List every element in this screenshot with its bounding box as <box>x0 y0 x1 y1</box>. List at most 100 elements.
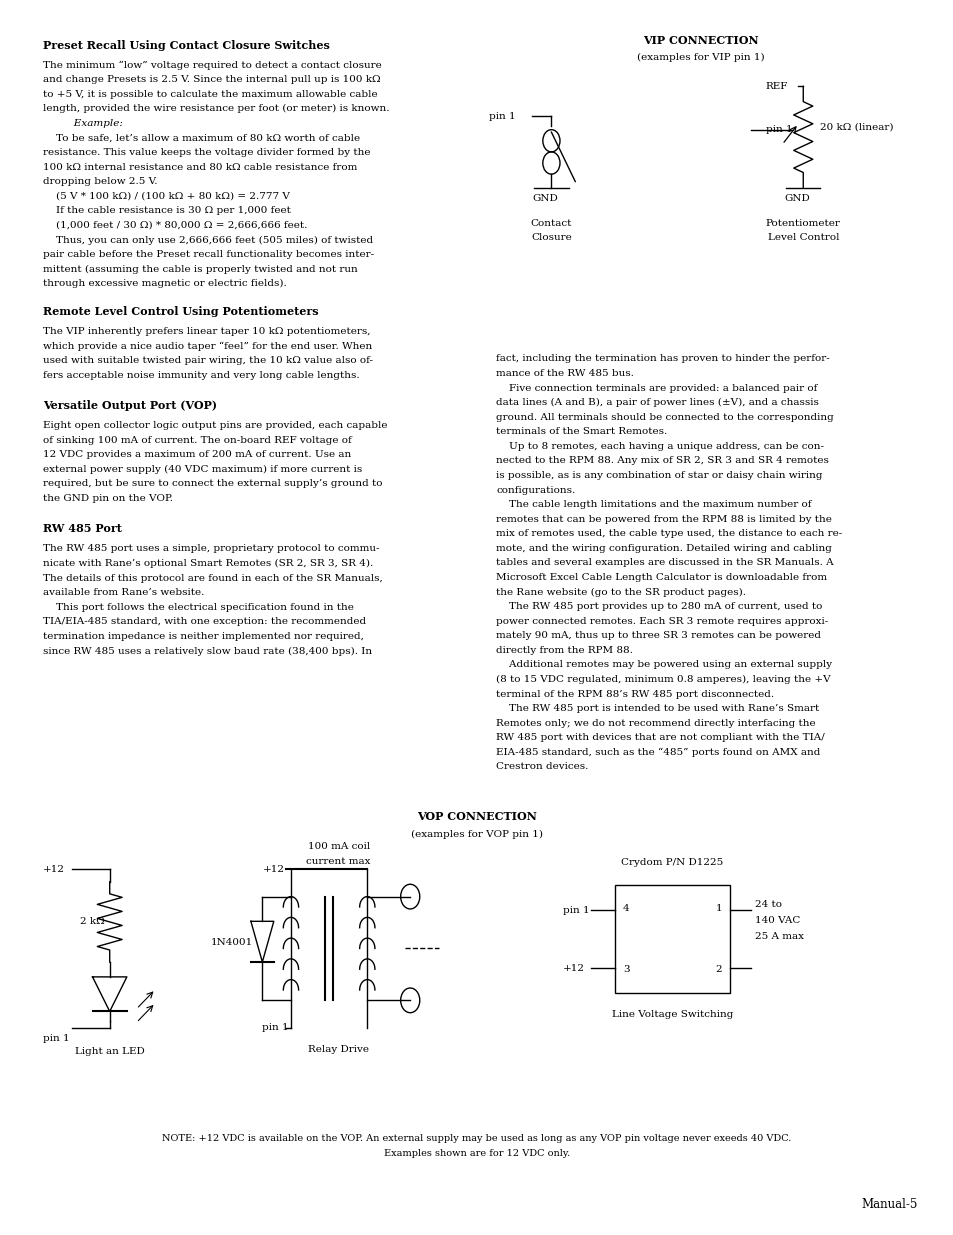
Text: dropping below 2.5 V.: dropping below 2.5 V. <box>43 177 157 186</box>
Text: Thus, you can only use 2,666,666 feet (505 miles) of twisted: Thus, you can only use 2,666,666 feet (5… <box>43 236 373 245</box>
Text: which provide a nice audio taper “feel” for the end user. When: which provide a nice audio taper “feel” … <box>43 342 372 351</box>
Text: RW 485 Port: RW 485 Port <box>43 524 122 535</box>
Text: NOTE: +12 VDC is available on the VOP. An external supply may be used as long as: NOTE: +12 VDC is available on the VOP. A… <box>162 1134 791 1142</box>
Text: 2 kΩ: 2 kΩ <box>80 918 105 926</box>
Text: the Rane website (go to the SR product pages).: the Rane website (go to the SR product p… <box>496 588 745 597</box>
Text: configurations.: configurations. <box>496 485 575 494</box>
Text: Five connection terminals are provided: a balanced pair of: Five connection terminals are provided: … <box>496 384 817 393</box>
Text: used with suitable twisted pair wiring, the 10 kΩ value also of-: used with suitable twisted pair wiring, … <box>43 356 373 366</box>
Text: pin 1: pin 1 <box>262 1023 289 1032</box>
Text: Contact: Contact <box>530 219 572 227</box>
Text: pin 1: pin 1 <box>562 905 589 915</box>
Text: the GND pin on the VOP.: the GND pin on the VOP. <box>43 494 172 503</box>
Text: mittent (assuming the cable is properly twisted and not run: mittent (assuming the cable is properly … <box>43 264 357 274</box>
Text: RW 485 port with devices that are not compliant with the TIA/: RW 485 port with devices that are not co… <box>496 734 824 742</box>
Text: available from Rane’s website.: available from Rane’s website. <box>43 588 204 597</box>
Text: pin 1: pin 1 <box>43 1034 70 1042</box>
Text: (examples for VOP pin 1): (examples for VOP pin 1) <box>411 830 542 839</box>
Text: 12 VDC provides a maximum of 200 mA of current. Use an: 12 VDC provides a maximum of 200 mA of c… <box>43 451 351 459</box>
Text: of sinking 100 mA of current. The on-board REF voltage of: of sinking 100 mA of current. The on-boa… <box>43 436 352 445</box>
Text: VIP CONNECTION: VIP CONNECTION <box>642 35 759 46</box>
Text: terminals of the Smart Remotes.: terminals of the Smart Remotes. <box>496 427 667 436</box>
Text: EIA-485 standard, such as the “485” ports found on AMX and: EIA-485 standard, such as the “485” port… <box>496 748 820 757</box>
Text: data lines (A and B), a pair of power lines (±V), and a chassis: data lines (A and B), a pair of power li… <box>496 398 818 408</box>
Text: 20 kΩ (linear): 20 kΩ (linear) <box>820 122 893 132</box>
Text: 1N4001: 1N4001 <box>211 937 253 947</box>
Text: nicate with Rane’s optional Smart Remotes (SR 2, SR 3, SR 4).: nicate with Rane’s optional Smart Remote… <box>43 559 373 568</box>
Text: GND: GND <box>783 194 809 203</box>
Bar <box>615 885 729 993</box>
Text: (5 V * 100 kΩ) / (100 kΩ + 80 kΩ) = 2.777 V: (5 V * 100 kΩ) / (100 kΩ + 80 kΩ) = 2.77… <box>43 191 290 200</box>
Text: pin 1: pin 1 <box>489 111 516 121</box>
Text: (examples for VIP pin 1): (examples for VIP pin 1) <box>637 53 764 62</box>
Text: To be safe, let’s allow a maximum of 80 kΩ worth of cable: To be safe, let’s allow a maximum of 80 … <box>43 133 359 142</box>
Text: +12: +12 <box>262 864 284 874</box>
Text: mately 90 mA, thus up to three SR 3 remotes can be powered: mately 90 mA, thus up to three SR 3 remo… <box>496 631 821 640</box>
Text: The details of this protocol are found in each of the SR Manuals,: The details of this protocol are found i… <box>43 573 382 583</box>
Text: tables and several examples are discussed in the SR Manuals. A: tables and several examples are discusse… <box>496 558 833 567</box>
Text: power connected remotes. Each SR 3 remote requires approxi-: power connected remotes. Each SR 3 remot… <box>496 616 827 626</box>
Text: is possible, as is any combination of star or daisy chain wiring: is possible, as is any combination of st… <box>496 471 821 480</box>
Text: +12: +12 <box>562 963 584 973</box>
Text: Relay Drive: Relay Drive <box>308 1045 369 1053</box>
Text: The VIP inherently prefers linear taper 10 kΩ potentiometers,: The VIP inherently prefers linear taper … <box>43 327 370 336</box>
Text: Crestron devices.: Crestron devices. <box>496 762 588 772</box>
Text: length, provided the wire resistance per foot (or meter) is known.: length, provided the wire resistance per… <box>43 104 389 114</box>
Text: resistance. This value keeps the voltage divider formed by the: resistance. This value keeps the voltage… <box>43 148 370 157</box>
Text: current max: current max <box>306 857 371 866</box>
Text: 4: 4 <box>622 904 629 913</box>
Text: This port follows the electrical specification found in the: This port follows the electrical specifi… <box>43 603 354 611</box>
Text: directly from the RPM 88.: directly from the RPM 88. <box>496 646 632 655</box>
Text: The RW 485 port provides up to 280 mA of current, used to: The RW 485 port provides up to 280 mA of… <box>496 603 821 611</box>
Text: Preset Recall Using Contact Closure Switches: Preset Recall Using Contact Closure Swit… <box>43 40 330 51</box>
Text: Crydom P/N D1225: Crydom P/N D1225 <box>620 858 723 867</box>
Text: Level Control: Level Control <box>767 233 838 242</box>
Text: Versatile Output Port (VOP): Versatile Output Port (VOP) <box>43 400 216 411</box>
Text: If the cable resistance is 30 Ω per 1,000 feet: If the cable resistance is 30 Ω per 1,00… <box>43 206 291 215</box>
Text: and change Presets is 2.5 V. Since the internal pull up is 100 kΩ: and change Presets is 2.5 V. Since the i… <box>43 75 380 84</box>
Text: 140 VAC: 140 VAC <box>754 916 800 925</box>
Text: (1,000 feet / 30 Ω) * 80,000 Ω = 2,666,666 feet.: (1,000 feet / 30 Ω) * 80,000 Ω = 2,666,6… <box>43 221 307 230</box>
Text: nected to the RPM 88. Any mix of SR 2, SR 3 and SR 4 remotes: nected to the RPM 88. Any mix of SR 2, S… <box>496 457 828 466</box>
Text: Potentiometer: Potentiometer <box>765 219 840 227</box>
Text: 2: 2 <box>715 966 721 974</box>
Text: VOP CONNECTION: VOP CONNECTION <box>416 811 537 823</box>
Text: since RW 485 uses a relatively slow baud rate (38,400 bps). In: since RW 485 uses a relatively slow baud… <box>43 646 372 656</box>
Text: Closure: Closure <box>531 233 571 242</box>
Text: The minimum “low” voltage required to detect a contact closure: The minimum “low” voltage required to de… <box>43 61 381 70</box>
Text: The cable length limitations and the maximum number of: The cable length limitations and the max… <box>496 500 811 509</box>
Text: The RW 485 port uses a simple, proprietary protocol to commu-: The RW 485 port uses a simple, proprieta… <box>43 545 379 553</box>
Text: Up to 8 remotes, each having a unique address, can be con-: Up to 8 remotes, each having a unique ad… <box>496 442 823 451</box>
Text: 100 kΩ internal resistance and 80 kΩ cable resistance from: 100 kΩ internal resistance and 80 kΩ cab… <box>43 163 357 172</box>
Text: through excessive magnetic or electric fields).: through excessive magnetic or electric f… <box>43 279 287 288</box>
Text: REF: REF <box>764 82 786 91</box>
Text: ground. All terminals should be connected to the corresponding: ground. All terminals should be connecte… <box>496 412 833 421</box>
Text: mance of the RW 485 bus.: mance of the RW 485 bus. <box>496 369 634 378</box>
Text: termination impedance is neither implemented nor required,: termination impedance is neither impleme… <box>43 632 363 641</box>
Text: pin 1: pin 1 <box>765 125 792 135</box>
Text: to +5 V, it is possible to calculate the maximum allowable cable: to +5 V, it is possible to calculate the… <box>43 90 377 99</box>
Text: fers acceptable noise immunity and very long cable lengths.: fers acceptable noise immunity and very … <box>43 370 359 379</box>
Text: TIA/EIA-485 standard, with one exception: the recommended: TIA/EIA-485 standard, with one exception… <box>43 618 366 626</box>
Text: (8 to 15 VDC regulated, minimum 0.8 amperes), leaving the +V: (8 to 15 VDC regulated, minimum 0.8 ampe… <box>496 676 830 684</box>
Text: 25 A max: 25 A max <box>754 932 802 941</box>
Text: pair cable before the Preset recall functionality becomes inter-: pair cable before the Preset recall func… <box>43 249 374 259</box>
Text: 24 to: 24 to <box>754 900 781 909</box>
Text: external power supply (40 VDC maximum) if more current is: external power supply (40 VDC maximum) i… <box>43 464 362 474</box>
Text: Example:: Example: <box>43 119 123 127</box>
Text: fact, including the termination has proven to hinder the perfor-: fact, including the termination has prov… <box>496 354 829 363</box>
Text: remotes that can be powered from the RPM 88 is limited by the: remotes that can be powered from the RPM… <box>496 515 831 524</box>
Text: Light an LED: Light an LED <box>74 1047 145 1056</box>
Text: required, but be sure to connect the external supply’s ground to: required, but be sure to connect the ext… <box>43 479 382 488</box>
Text: terminal of the RPM 88’s RW 485 port disconnected.: terminal of the RPM 88’s RW 485 port dis… <box>496 689 774 699</box>
Text: The RW 485 port is intended to be used with Rane’s Smart: The RW 485 port is intended to be used w… <box>496 704 819 713</box>
Text: mix of remotes used, the cable type used, the distance to each re-: mix of remotes used, the cable type used… <box>496 530 841 538</box>
Text: Manual-5: Manual-5 <box>861 1198 917 1212</box>
Text: Examples shown are for 12 VDC only.: Examples shown are for 12 VDC only. <box>383 1149 570 1157</box>
Text: 1: 1 <box>715 904 721 913</box>
Text: Additional remotes may be powered using an external supply: Additional remotes may be powered using … <box>496 661 831 669</box>
Text: 3: 3 <box>622 966 629 974</box>
Text: Line Voltage Switching: Line Voltage Switching <box>611 1010 733 1019</box>
Text: GND: GND <box>532 194 558 203</box>
Text: Eight open collector logic output pins are provided, each capable: Eight open collector logic output pins a… <box>43 421 387 430</box>
